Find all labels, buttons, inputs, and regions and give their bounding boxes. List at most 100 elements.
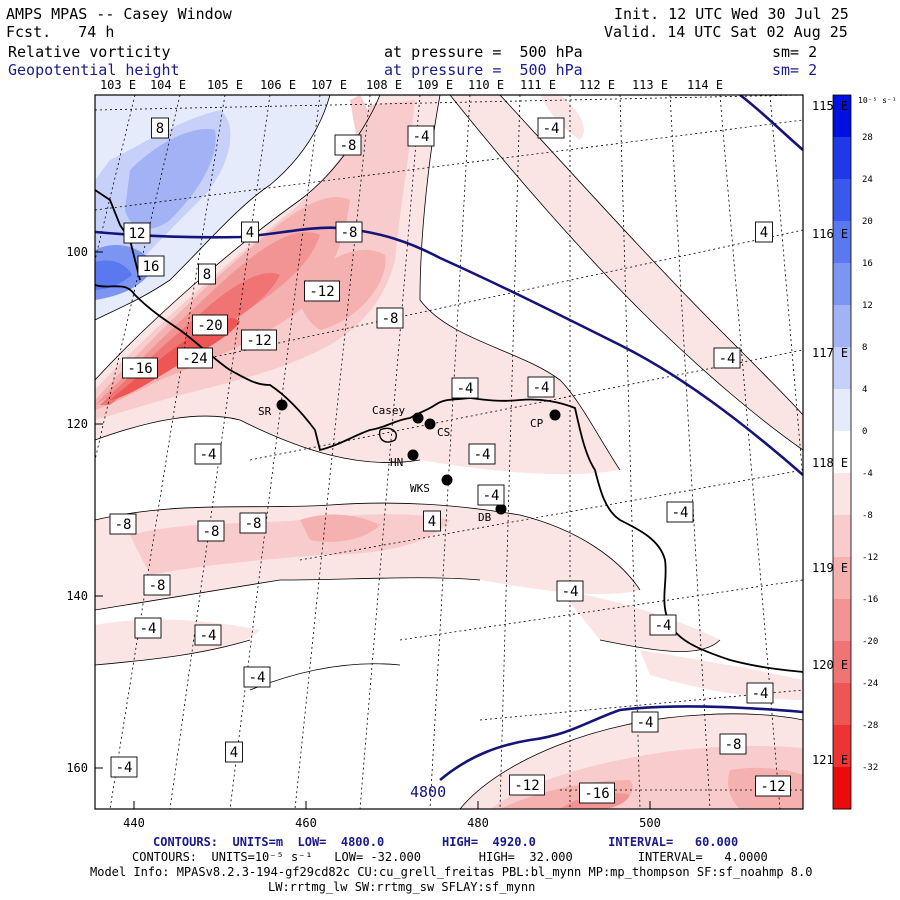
- lon-label-top: 104 E: [150, 78, 186, 92]
- lon-label-top: 106 E: [260, 78, 296, 92]
- contour-label: -12: [246, 333, 271, 349]
- colorbar-swatch: [833, 683, 851, 726]
- y-tick-label: 100: [66, 245, 88, 259]
- x-tick-label: 440: [123, 816, 145, 830]
- contour-label: -12: [760, 779, 785, 795]
- station-label: CS: [437, 426, 450, 439]
- contour-label: -16: [127, 361, 152, 377]
- colorbar-label: 20: [862, 217, 873, 227]
- station-label: SR: [258, 405, 272, 418]
- contour-label: 4: [428, 514, 436, 530]
- colorbar-label: 8: [862, 343, 867, 353]
- colorbar-label: 12: [862, 301, 873, 311]
- colorbar-swatch: [833, 473, 851, 516]
- station-dot: [407, 449, 419, 461]
- colorbar-swatch: [833, 557, 851, 600]
- colorbar-swatch: [833, 347, 851, 390]
- vorticity-contours: [95, 95, 803, 809]
- contour-label: -4: [562, 584, 579, 600]
- station-label: DB: [478, 511, 492, 524]
- station-label: WKS: [410, 482, 430, 495]
- contour-label-box: [239, 512, 267, 534]
- contour-label-box: [243, 666, 271, 688]
- contour-label-box: [407, 125, 435, 147]
- contour-label: -24: [182, 351, 207, 367]
- contour-label: -12: [309, 284, 334, 300]
- field1-level: at pressure = 500 hPa: [384, 43, 583, 61]
- colorbar-label: 24: [862, 175, 873, 185]
- lon-label-top: 103 E: [100, 78, 136, 92]
- contour-label-box: [143, 574, 171, 596]
- contour-label-box: [423, 510, 441, 532]
- colorbar-swatch: [833, 221, 851, 264]
- height-contour-4860: [95, 226, 803, 476]
- contour-label-box: [197, 520, 225, 542]
- contour-label-box: [194, 443, 222, 465]
- contour-label: -4: [719, 351, 736, 367]
- contour-label-box: [579, 782, 615, 804]
- stations-layer: SR Casey CS CP HN WKS DB: [258, 399, 561, 524]
- axes-layer: 103 E 104 E 105 E 106 E 107 E 108 E 109 E 110 E…: [66, 78, 848, 830]
- contour-label-box: [537, 117, 565, 139]
- contour-label-box: [110, 756, 138, 778]
- contour-label-box: [376, 307, 404, 329]
- contour-label-box: [755, 775, 791, 797]
- field2-name: Geopotential height: [8, 61, 180, 79]
- contour-label-box: [451, 377, 479, 399]
- colorbar-label: -32: [862, 763, 878, 773]
- colorbar-label: -16: [862, 595, 878, 605]
- contour-label: 8: [203, 267, 211, 283]
- colorbar-label: -24: [862, 679, 878, 689]
- contour-label: -4: [752, 686, 769, 702]
- contour-label: -4: [474, 447, 491, 463]
- colorbar-swatch: [833, 179, 851, 222]
- contour-label: -4: [413, 129, 430, 145]
- contour-label: -4: [637, 715, 654, 731]
- colorbar-label: 28: [862, 133, 873, 143]
- y-tick-label: 140: [66, 589, 88, 603]
- footer-contours-height: CONTOURS: UNITS=m LOW= 4800.0 HIGH= 4920…: [153, 835, 739, 849]
- field1-smoothing: sm= 2: [772, 43, 818, 61]
- contour-label: -4: [249, 670, 266, 686]
- colorbar-label: -28: [862, 721, 878, 731]
- contour-label-box: [666, 501, 694, 523]
- station-dot: [495, 503, 507, 515]
- contour-label-box: [334, 134, 362, 156]
- colorbar-swatch: [833, 725, 851, 768]
- colorbar-label: -20: [862, 637, 878, 647]
- colorbar-label: -12: [862, 553, 878, 563]
- field1-name: Relative vorticity: [8, 43, 171, 61]
- lon-label-right: 120 E: [812, 658, 848, 672]
- colorbar-label: 0: [862, 427, 867, 437]
- lon-label-right: 115 E: [812, 99, 848, 113]
- contour-label: -4: [543, 121, 560, 137]
- colorbar-label: -8: [862, 511, 873, 521]
- colorbar-swatch: [833, 305, 851, 348]
- colorbar-label: 16: [862, 259, 873, 269]
- contour-label-box: [719, 733, 747, 755]
- lon-label-top: 113 E: [632, 78, 668, 92]
- contour-label: 4: [230, 745, 238, 761]
- contour-label-box: [198, 263, 216, 285]
- contour-label-box: [631, 711, 659, 733]
- contour-label-box: [304, 280, 340, 302]
- coastline: [95, 284, 803, 673]
- contour-label: -4: [200, 447, 217, 463]
- contour-label: 4: [760, 225, 768, 241]
- contour-label: -8: [115, 517, 132, 533]
- contour-label-box: [241, 329, 277, 351]
- contour-label-box: [335, 221, 363, 243]
- contour-label: -4: [672, 505, 689, 521]
- contour-label-box: [527, 376, 555, 398]
- contour-label-box: [509, 774, 545, 796]
- contour-label-box: [556, 580, 584, 602]
- height-contour-4800: [439, 705, 803, 781]
- contour-label: -8: [149, 578, 166, 594]
- lon-label-right: 118 E: [812, 456, 848, 470]
- contour-labels-layer: 8 -8 -4 -4 4 -8 12 16 8 -12 -8 -20 -12 -24 -16 4 -4 -4 -4 -…: [109, 117, 791, 804]
- contour-label: -8: [725, 737, 742, 753]
- forecast-hour: Fcst. 74 h: [6, 23, 115, 41]
- contour-label: -8: [203, 524, 220, 540]
- graticule: [95, 95, 803, 809]
- colorbar-swatch: [833, 137, 851, 180]
